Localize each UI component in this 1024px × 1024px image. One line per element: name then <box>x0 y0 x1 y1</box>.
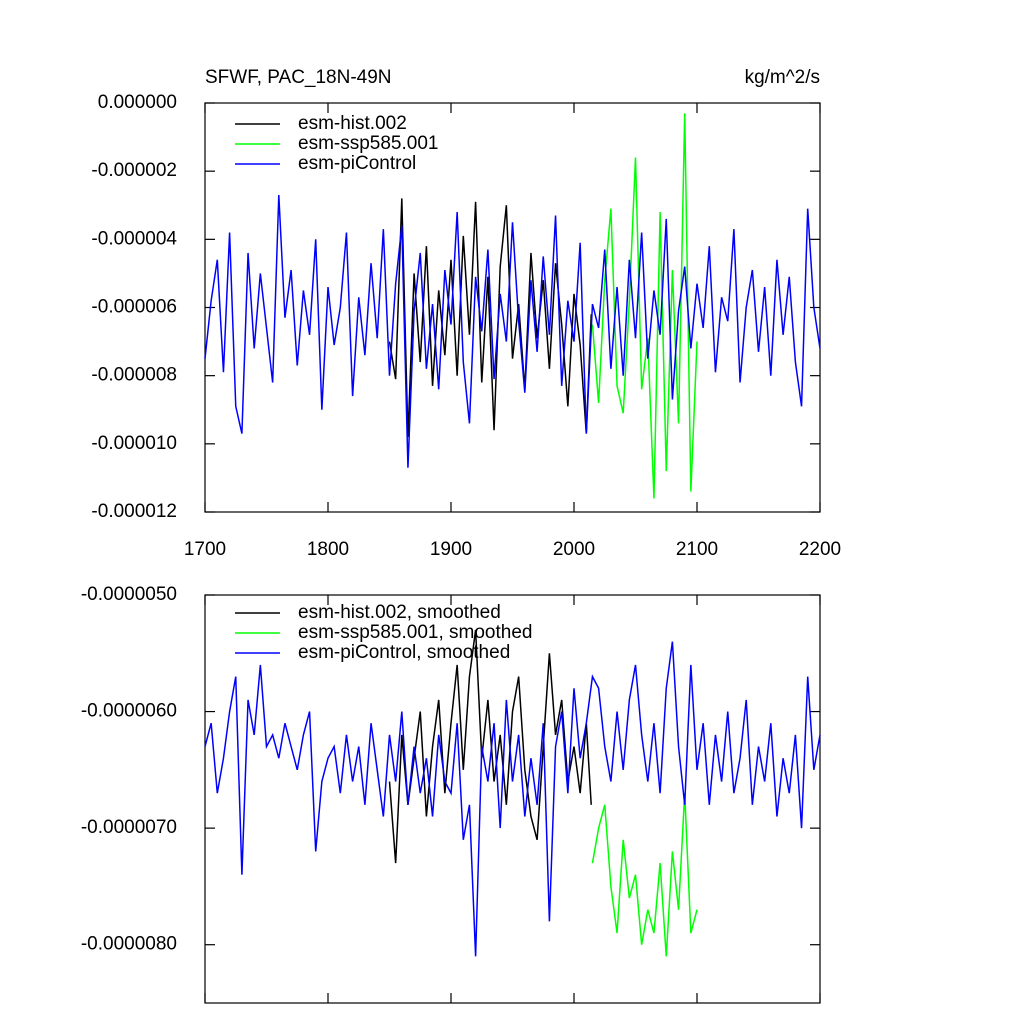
legend-label: esm-hist.002 <box>298 113 407 134</box>
series-line <box>204 194 821 468</box>
y-tick-label: -0.000008 <box>91 365 177 386</box>
y-tick-label: 0.000000 <box>98 92 177 113</box>
legend-label: esm-ssp585.001, smoothed <box>298 622 532 643</box>
y-tick-label: -0.000006 <box>91 297 177 318</box>
x-tick-label: 2100 <box>676 539 718 560</box>
x-tick-label: 1800 <box>307 539 349 560</box>
y-tick-label: -0.0000080 <box>81 934 177 955</box>
y-tick-label: -0.000002 <box>91 160 177 181</box>
series-line <box>591 793 698 957</box>
y-tick-label: -0.000010 <box>91 433 177 454</box>
legend-label: esm-ssp585.001 <box>298 133 438 154</box>
y-tick-label: -0.0000070 <box>81 817 177 838</box>
y-tick-label: -0.000012 <box>91 501 177 522</box>
legend-label: esm-piControl <box>298 153 416 174</box>
series-line <box>591 113 698 499</box>
series-line <box>204 641 821 957</box>
units-label: kg/m^2/s <box>745 67 820 88</box>
chart-title: SFWF, PAC_18N-49N <box>205 67 392 88</box>
x-tick-label: 2200 <box>799 539 841 560</box>
series-line <box>388 629 592 864</box>
series-line <box>388 198 592 438</box>
legend-label: esm-piControl, smoothed <box>298 642 510 663</box>
x-tick-label: 2000 <box>553 539 595 560</box>
x-tick-label: 1700 <box>184 539 226 560</box>
y-tick-label: -0.0000050 <box>81 584 177 605</box>
y-tick-label: -0.000004 <box>91 228 177 249</box>
legend-label: esm-hist.002, smoothed <box>298 602 501 623</box>
x-tick-label: 1900 <box>430 539 472 560</box>
plot-frame <box>204 594 821 1004</box>
y-tick-label: -0.0000060 <box>81 701 177 722</box>
